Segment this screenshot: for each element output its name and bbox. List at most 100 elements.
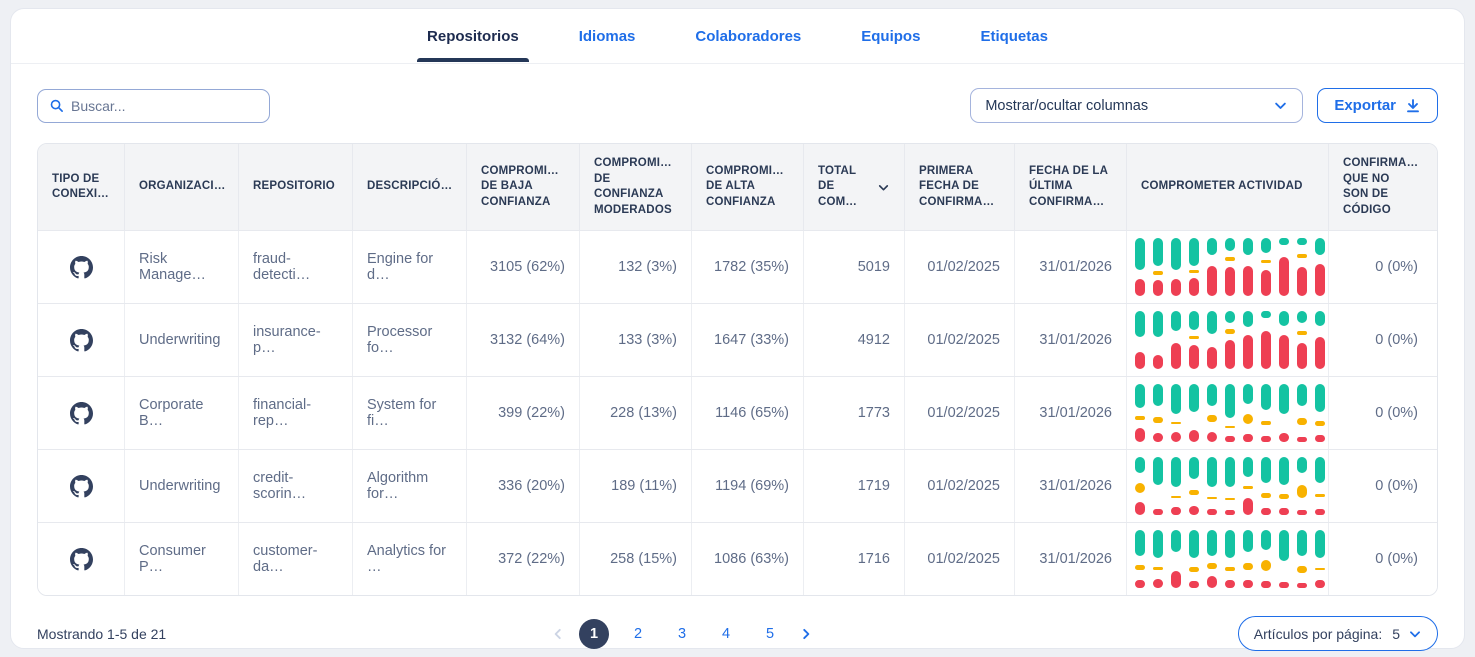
chevron-right-icon[interactable] — [799, 627, 813, 641]
tab-etiquetas[interactable]: Etiquetas — [980, 27, 1048, 45]
activity-segment-moderate — [1315, 567, 1325, 571]
column-header-label: COMPROMI… DE ALTA CONFIANZA — [706, 164, 784, 208]
commit-activity-cell — [1126, 377, 1328, 450]
moderate-confidence-cell: 228 (13%) — [579, 377, 691, 450]
activity-segment-low — [1153, 354, 1163, 370]
column-header[interactable]: COMPROMI… DE BAJA CONFIANZA — [466, 144, 579, 231]
sort-chevron-down-icon[interactable] — [877, 181, 890, 194]
activity-segment-high — [1279, 311, 1289, 326]
activity-segment-low — [1225, 267, 1235, 297]
tab-colaboradores[interactable]: Colaboradores — [695, 27, 802, 45]
connection-type-cell — [38, 304, 124, 376]
export-button[interactable]: Exportar — [1317, 88, 1438, 123]
activity-segment-low — [1189, 430, 1199, 443]
moderate-confidence-cell: 132 (3%) — [579, 231, 691, 304]
column-header-label: CONFIRMA… QUE NO SON DE CÓDIGO — [1343, 157, 1419, 216]
page-button-4[interactable]: 4 — [721, 625, 731, 642]
page-button-5[interactable]: 5 — [765, 625, 775, 642]
show-hide-columns-select[interactable]: Mostrar/ocultar columnas — [970, 88, 1304, 123]
activity-segment-low — [1261, 436, 1271, 443]
column-header[interactable]: CONFIRMA… QUE NO SON DE CÓDIGO — [1328, 144, 1432, 231]
column-header[interactable]: PRIMERA FECHA DE CONFIRMA… — [904, 144, 1014, 231]
activity-segment-moderate — [1297, 566, 1307, 573]
column-header[interactable]: ORGANIZACI… — [124, 144, 238, 231]
activity-segment-high — [1207, 238, 1217, 256]
activity-segment-low — [1261, 581, 1271, 589]
search-input[interactable] — [71, 97, 258, 114]
column-header[interactable]: TOTAL DE COM… — [803, 144, 904, 231]
organization-cell: Underwriting — [124, 304, 238, 377]
high-confidence-cell: 1146 (65%) — [691, 377, 803, 450]
activity-segment-moderate — [1243, 562, 1253, 570]
activity-segment-low — [1297, 510, 1307, 516]
github-icon — [69, 474, 93, 498]
last-commit-date-cell: 31/01/2026 — [1014, 377, 1126, 450]
activity-segment-low — [1135, 502, 1145, 516]
column-header-label: FECHA DE LA ÚLTIMA CONFIRMA… — [1029, 164, 1108, 208]
page-button-1[interactable]: 1 — [579, 618, 609, 649]
first-commit-date-cell: 01/02/2025 — [904, 523, 1014, 596]
main-card: Repositorios Idiomas Colaboradores Equipos E… — [10, 8, 1465, 652]
download-icon — [1405, 98, 1421, 114]
activity-segment-moderate — [1189, 567, 1199, 572]
commit-activity-sparkline — [1135, 457, 1325, 516]
activity-segment-low — [1225, 579, 1235, 589]
column-header[interactable]: COMPROMI… DE CONFIANZA MODERADOS — [579, 144, 691, 231]
search-box[interactable] — [37, 88, 270, 123]
tab-idiomas[interactable]: Idiomas — [578, 27, 636, 45]
activity-segment-high — [1297, 238, 1307, 246]
page-button-2[interactable]: 2 — [633, 625, 643, 642]
activity-segment-moderate — [1261, 420, 1271, 426]
organization-cell: Underwriting — [124, 450, 238, 523]
activity-segment-moderate — [1207, 415, 1217, 423]
activity-segment-low — [1189, 344, 1199, 370]
column-header[interactable]: REPOSITORIO — [238, 144, 352, 231]
column-header[interactable]: COMPROMETER ACTIVIDAD — [1126, 144, 1328, 231]
high-confidence-cell: 1086 (63%) — [691, 523, 803, 596]
activity-segment-low — [1207, 431, 1217, 443]
column-header[interactable]: COMPROMI… DE ALTA CONFIANZA — [691, 144, 803, 231]
last-commit-date-cell: 31/01/2026 — [1014, 450, 1126, 523]
activity-segment-high — [1171, 530, 1181, 553]
activity-segment-moderate — [1207, 563, 1217, 569]
activity-segment-high — [1261, 311, 1271, 319]
tab-repositorios[interactable]: Repositorios — [417, 11, 529, 62]
column-header-label: DESCRIPCIÓ… — [367, 180, 453, 193]
activity-segment-high — [1261, 238, 1271, 253]
activity-segment-high — [1207, 457, 1217, 488]
column-header[interactable]: TIPO DE CONEXI… — [38, 144, 124, 230]
activity-segment-high — [1279, 238, 1289, 246]
activity-segment-high — [1225, 238, 1235, 251]
total-commits-cell: 4912 — [803, 304, 904, 377]
activity-segment-high — [1189, 457, 1199, 480]
activity-segment-low — [1315, 337, 1325, 370]
first-commit-date-cell: 01/02/2025 — [904, 377, 1014, 450]
showing-range-text: Mostrando 1-5 de 21 — [37, 625, 167, 642]
activity-segment-moderate — [1279, 493, 1289, 500]
column-header[interactable]: DESCRIPCIÓ… — [352, 144, 466, 231]
activity-segment-moderate — [1261, 493, 1271, 498]
non-code-commits-cell: 0 (0%) — [1328, 231, 1432, 304]
activity-segment-low — [1279, 432, 1289, 443]
activity-segment-high — [1315, 384, 1325, 412]
column-header-label: TIPO DE CONEXI… — [52, 172, 109, 201]
tab-equipos[interactable]: Equipos — [861, 27, 921, 45]
activity-segment-high — [1153, 530, 1163, 558]
activity-segment-low — [1243, 335, 1253, 370]
activity-segment-low — [1225, 510, 1235, 516]
column-header[interactable]: FECHA DE LA ÚLTIMA CONFIRMA… — [1014, 144, 1126, 231]
connection-type-cell — [38, 523, 124, 595]
activity-segment-high — [1207, 311, 1217, 335]
total-commits-cell: 1719 — [803, 450, 904, 523]
last-commit-date-cell: 31/01/2026 — [1014, 523, 1126, 596]
items-per-page-value: 5 — [1392, 625, 1400, 642]
items-per-page-select[interactable]: Artículos por página: 5 — [1237, 616, 1438, 652]
activity-segment-moderate — [1207, 497, 1217, 500]
repositories-table: TIPO DE CONEXI… ORGANIZACI… REPOSITORIO DES… — [37, 143, 1438, 597]
page-button-3[interactable]: 3 — [677, 625, 687, 642]
column-header-label: ORGANIZACI… — [139, 180, 226, 193]
chevron-left-icon[interactable] — [551, 627, 565, 641]
export-button-label: Exportar — [1334, 97, 1396, 114]
non-code-commits-cell: 0 (0%) — [1328, 377, 1432, 450]
search-icon — [49, 98, 64, 113]
